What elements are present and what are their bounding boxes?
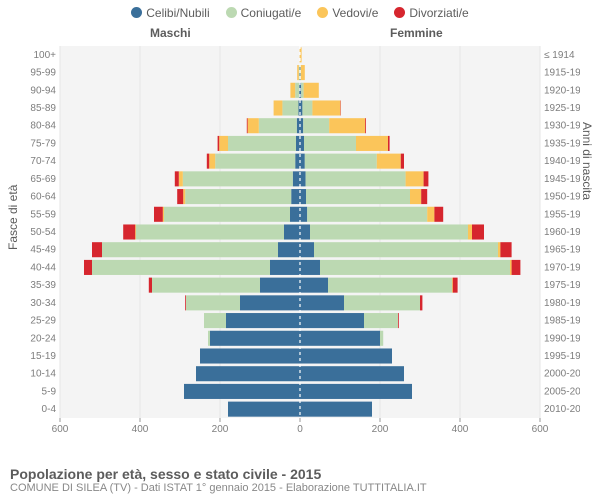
y-axis-title-right: Anni di nascita <box>580 122 594 200</box>
svg-text:1940-1944: 1940-1944 <box>544 156 580 167</box>
svg-text:0-4: 0-4 <box>42 404 57 415</box>
legend-item: Celibi/Nubili <box>131 6 209 20</box>
svg-text:15-19: 15-19 <box>30 351 56 362</box>
legend-swatch <box>226 7 237 18</box>
svg-text:200: 200 <box>372 424 389 435</box>
svg-text:1945-1949: 1945-1949 <box>544 174 580 185</box>
svg-text:45-49: 45-49 <box>30 245 56 256</box>
svg-text:100+: 100+ <box>33 50 56 61</box>
svg-text:1930-1934: 1930-1934 <box>544 121 580 132</box>
svg-text:0: 0 <box>297 424 303 435</box>
svg-text:400: 400 <box>132 424 149 435</box>
svg-text:1995-1999: 1995-1999 <box>544 351 580 362</box>
chart-title: Popolazione per età, sesso e stato civil… <box>10 466 590 482</box>
svg-text:95-99: 95-99 <box>30 68 56 79</box>
svg-text:1920-1924: 1920-1924 <box>544 85 580 96</box>
svg-text:80-84: 80-84 <box>30 121 56 132</box>
legend-label: Vedovi/e <box>332 6 378 20</box>
svg-text:90-94: 90-94 <box>30 85 56 96</box>
svg-text:1915-1919: 1915-1919 <box>544 68 580 79</box>
svg-text:≤ 1914: ≤ 1914 <box>544 50 575 61</box>
legend-swatch <box>394 7 405 18</box>
svg-text:600: 600 <box>52 424 69 435</box>
y-axis-title-left: Fasce di età <box>6 185 20 250</box>
svg-text:1955-1959: 1955-1959 <box>544 209 580 220</box>
legend-item: Coniugati/e <box>226 6 302 20</box>
svg-text:1925-1929: 1925-1929 <box>544 103 580 114</box>
legend-label: Celibi/Nubili <box>146 6 209 20</box>
legend-item: Divorziati/e <box>394 6 468 20</box>
legend-swatch <box>131 7 142 18</box>
svg-text:1965-1969: 1965-1969 <box>544 245 580 256</box>
svg-text:1990-1994: 1990-1994 <box>544 333 580 344</box>
svg-text:1950-1954: 1950-1954 <box>544 192 580 203</box>
svg-text:25-29: 25-29 <box>30 316 56 327</box>
svg-text:600: 600 <box>532 424 549 435</box>
svg-text:85-89: 85-89 <box>30 103 56 114</box>
svg-text:55-59: 55-59 <box>30 209 56 220</box>
legend-label: Coniugati/e <box>241 6 302 20</box>
svg-text:40-44: 40-44 <box>30 262 56 273</box>
svg-text:5-9: 5-9 <box>42 386 57 397</box>
legend-swatch <box>317 7 328 18</box>
pyramid-chart: 60040020002004006000-45-910-1415-1920-24… <box>60 40 540 440</box>
svg-text:1985-1989: 1985-1989 <box>544 316 580 327</box>
chart-subtitle: COMUNE DI SILEA (TV) - Dati ISTAT 1° gen… <box>10 482 590 494</box>
male-header: Maschi <box>150 26 191 40</box>
svg-text:1935-1939: 1935-1939 <box>544 138 580 149</box>
legend-item: Vedovi/e <box>317 6 378 20</box>
svg-text:400: 400 <box>452 424 469 435</box>
svg-text:70-74: 70-74 <box>30 156 56 167</box>
svg-text:200: 200 <box>212 424 229 435</box>
svg-text:1975-1979: 1975-1979 <box>544 280 580 291</box>
svg-text:65-69: 65-69 <box>30 174 56 185</box>
svg-text:60-64: 60-64 <box>30 192 56 203</box>
svg-text:50-54: 50-54 <box>30 227 56 238</box>
svg-text:75-79: 75-79 <box>30 138 56 149</box>
legend: Celibi/Nubili Coniugati/e Vedovi/e Divorzia… <box>0 6 600 20</box>
svg-text:2000-2004: 2000-2004 <box>544 369 580 380</box>
svg-text:35-39: 35-39 <box>30 280 56 291</box>
svg-text:20-24: 20-24 <box>30 333 56 344</box>
svg-text:1980-1984: 1980-1984 <box>544 298 580 309</box>
svg-text:1960-1964: 1960-1964 <box>544 227 580 238</box>
svg-text:10-14: 10-14 <box>30 369 56 380</box>
female-header: Femmine <box>390 26 443 40</box>
svg-text:30-34: 30-34 <box>30 298 56 309</box>
svg-text:1970-1974: 1970-1974 <box>544 262 580 273</box>
legend-label: Divorziati/e <box>409 6 468 20</box>
svg-text:2010-2014: 2010-2014 <box>544 404 580 415</box>
svg-text:2005-2009: 2005-2009 <box>544 386 580 397</box>
